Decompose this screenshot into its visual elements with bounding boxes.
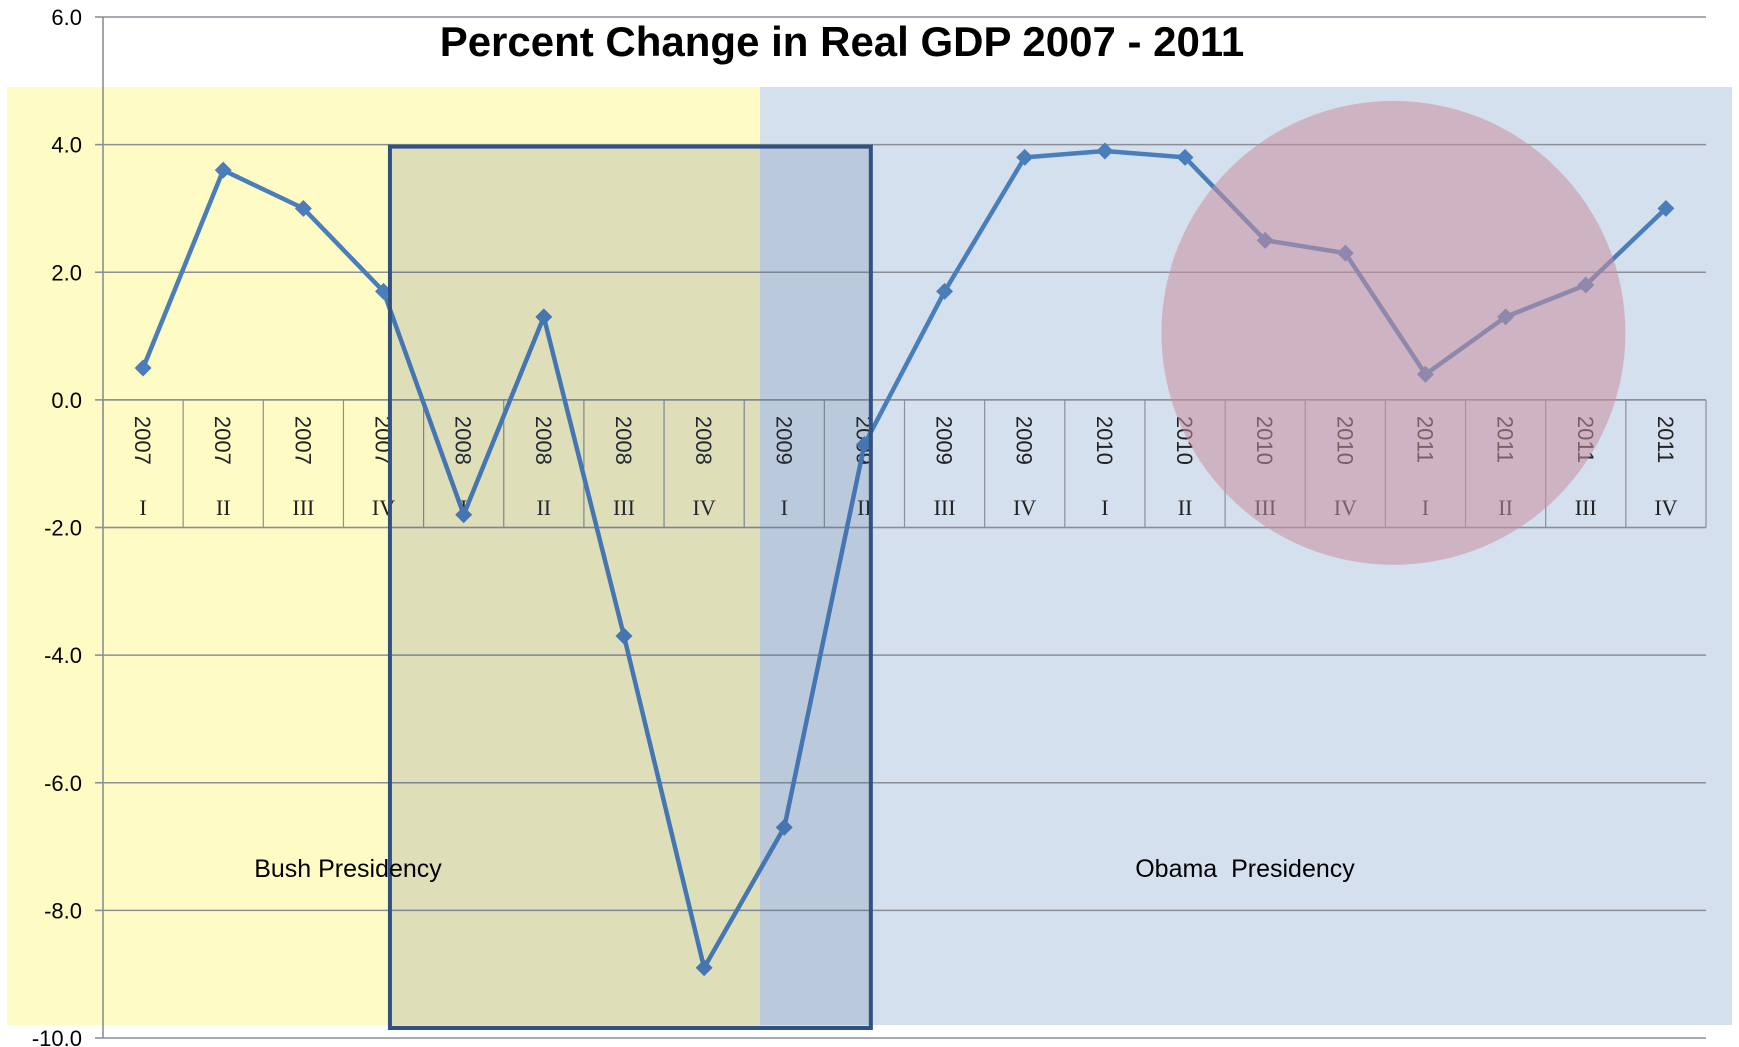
data-point xyxy=(936,282,954,300)
data-point xyxy=(695,959,713,977)
x-tick-quarter-label: IV xyxy=(693,495,716,520)
x-tick-quarter-label: I xyxy=(781,495,788,520)
x-tick-quarter-label: II xyxy=(216,495,231,520)
x-tick-year-label: 2011 xyxy=(1653,416,1678,463)
x-tick-year-label: 2009 xyxy=(771,416,796,465)
y-tick-label: 0.0 xyxy=(51,388,82,413)
bush-presidency-label: Bush Presidency xyxy=(254,855,442,883)
y-tick-label: -10.0 xyxy=(32,1026,82,1047)
x-tick-quarter-label: I xyxy=(139,495,146,520)
x-tick-quarter-label: III xyxy=(292,495,314,520)
chart-title: Percent Change in Real GDP 2007 - 2011 xyxy=(440,18,1245,65)
x-tick-quarter-label: IV xyxy=(1654,495,1677,520)
x-tick-quarter-label: IV xyxy=(1013,495,1036,520)
data-point xyxy=(294,199,312,217)
x-tick-quarter-label: III xyxy=(613,495,635,520)
data-point xyxy=(375,282,393,300)
x-tick-quarter-label: III xyxy=(1575,495,1597,520)
obama-presidency-label: Obama Presidency xyxy=(1135,855,1355,883)
x-tick-year-label: 2009 xyxy=(1012,416,1037,465)
x-tick-quarter-label: III xyxy=(934,495,956,520)
x-tick-year-label: 2010 xyxy=(1092,416,1117,465)
x-tick-year-label: 2009 xyxy=(932,416,957,465)
y-axis: 6.0 4.0 2.0 0.0 -2.0 -4.0 -6.0 -8.0 -10.0 xyxy=(32,5,104,1047)
y-tick-label: -2.0 xyxy=(44,516,82,541)
x-tick-quarter-label: I xyxy=(1101,495,1108,520)
x-tick-year-label: 2008 xyxy=(691,416,716,465)
data-point xyxy=(134,359,152,377)
x-tick-year-label: 2007 xyxy=(290,416,315,465)
background-layer xyxy=(7,87,1732,1025)
data-point xyxy=(214,161,232,179)
overlay-layer xyxy=(387,100,1626,1030)
x-tick-year-label: 2008 xyxy=(451,416,476,465)
y-tick-label: -4.0 xyxy=(44,643,82,668)
x-tick-year-label: 2007 xyxy=(210,416,235,465)
y-tick-label: 2.0 xyxy=(51,260,82,285)
x-tick-quarter-label: II xyxy=(1178,495,1193,520)
bush-region xyxy=(7,87,760,1025)
highlight-circle xyxy=(1161,100,1626,565)
x-tick-year-label: 2008 xyxy=(611,416,636,465)
y-tick-label: -8.0 xyxy=(44,898,82,923)
data-point xyxy=(855,436,873,454)
y-tick-label: 6.0 xyxy=(51,5,82,30)
data-point xyxy=(775,818,793,836)
x-tick-quarter-label: II xyxy=(857,495,872,520)
data-point xyxy=(455,506,473,524)
x-tick-year-label: 2007 xyxy=(130,416,155,465)
y-tick-label: 4.0 xyxy=(51,133,82,158)
x-tick-quarter-label: II xyxy=(536,495,551,520)
x-tick-year-label: 2008 xyxy=(531,416,556,465)
y-tick-label: -6.0 xyxy=(44,771,82,796)
recession-highlight-box xyxy=(387,144,873,1030)
data-point xyxy=(615,627,633,645)
data-point xyxy=(535,308,553,326)
